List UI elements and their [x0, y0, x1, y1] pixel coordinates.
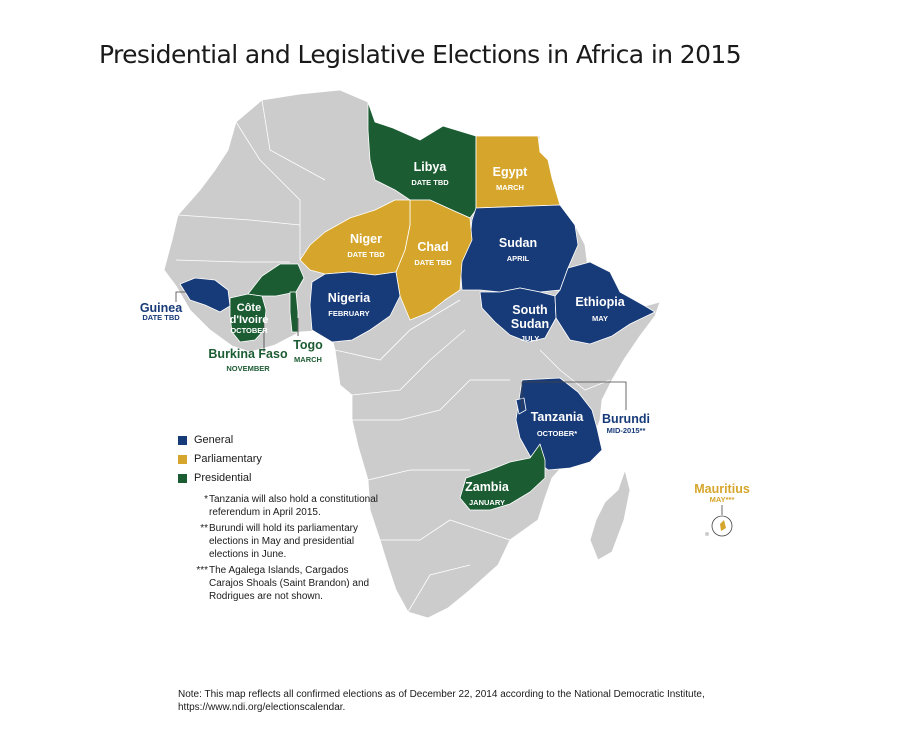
- parliamentary-swatch: [178, 454, 187, 464]
- sudan-date: APRIL: [507, 254, 530, 263]
- burkina-faso-name: Burkina Faso: [208, 347, 288, 361]
- cote-divoire-name-2: d'Ivoire: [230, 314, 269, 326]
- tanzania-name: Tanzania: [531, 410, 585, 424]
- ethiopia-date: MAY: [592, 314, 608, 323]
- ethiopia-name: Ethiopia: [575, 295, 625, 309]
- map-title: Presidential and Legislative Elections i…: [98, 40, 742, 69]
- footnote-tanzania: * Tanzania will also hold a constitution…: [178, 493, 378, 519]
- cote-divoire-name-1: Côte: [237, 302, 261, 314]
- legend-label-general: General: [194, 434, 234, 446]
- zambia-name: Zambia: [465, 480, 510, 494]
- legend-item-general: General: [178, 431, 262, 449]
- nigeria-name: Nigeria: [328, 291, 371, 305]
- general-swatch: [178, 435, 187, 445]
- burundi-date: MID-2015**: [607, 426, 646, 435]
- burundi-name: Burundi: [602, 412, 650, 426]
- footnote-text: The Agalega Islands, Cargados Carajos Sh…: [209, 565, 370, 602]
- niger-date: DATE TBD: [347, 250, 385, 259]
- libya-name: Libya: [414, 160, 448, 174]
- country-ethiopia[interactable]: [554, 261, 656, 345]
- togo-date: MARCH: [294, 355, 322, 364]
- burkina-faso-date: NOVEMBER: [226, 364, 270, 373]
- south-sudan-name-1: South: [512, 303, 547, 317]
- libya-date: DATE TBD: [411, 178, 449, 187]
- nigeria-date: FEBRUARY: [328, 309, 369, 318]
- legend-item-presidential: Presidential: [178, 469, 262, 487]
- country-mauritius[interactable]: [720, 520, 726, 531]
- footnote-mauritius: *** The Agalega Islands, Cargados Carajo…: [178, 564, 378, 603]
- country-burkina-faso[interactable]: [247, 263, 305, 297]
- egypt-date: MARCH: [496, 183, 524, 192]
- country-labels: Libya DATE TBD Egypt MARCH Niger DATE TB…: [140, 160, 750, 507]
- footnote-burundi: ** Burundi will hold its parliamentary e…: [178, 522, 378, 561]
- footnote-text: Burundi will hold its parliamentary elec…: [209, 523, 358, 560]
- presidential-swatch: [178, 473, 187, 483]
- niger-name: Niger: [350, 232, 382, 246]
- mauritius-date: MAY***: [710, 495, 735, 504]
- footnote-text: Tanzania will also hold a constitutional…: [209, 494, 378, 518]
- guinea-name: Guinea: [140, 301, 183, 315]
- legend-item-parliamentary: Parliamentary: [178, 450, 262, 468]
- reunion-island: [705, 532, 709, 536]
- zambia-date: JANUARY: [469, 498, 505, 507]
- footnote-marker: **: [200, 523, 208, 534]
- south-sudan-date: JULY: [521, 334, 539, 343]
- country-burundi[interactable]: [515, 397, 527, 415]
- madagascar-land: [589, 469, 631, 561]
- south-sudan-name-2: Sudan: [511, 317, 549, 331]
- egypt-name: Egypt: [493, 165, 529, 179]
- footnote-marker: *: [204, 494, 208, 505]
- cote-divoire-date: OCTOBER: [230, 326, 268, 335]
- country-south-sudan[interactable]: [479, 287, 557, 343]
- tanzania-date: OCTOBER*: [537, 429, 577, 438]
- sudan-name: Sudan: [499, 236, 537, 250]
- togo-name: Togo: [293, 338, 323, 352]
- country-nigeria[interactable]: [309, 271, 401, 343]
- country-borders: [175, 99, 626, 613]
- legend: General Parliamentary Presidential: [178, 431, 262, 488]
- mauritius-inset-circle: [711, 515, 733, 537]
- mauritius-name: Mauritius: [694, 482, 750, 496]
- source-note: Note: This map reflects all confirmed el…: [178, 689, 705, 713]
- country-togo[interactable]: [289, 291, 299, 333]
- footnotes: * Tanzania will also hold a constitution…: [178, 493, 378, 606]
- leader-lines: [175, 291, 723, 515]
- legend-label-presidential: Presidential: [194, 472, 252, 484]
- footnote-marker: ***: [196, 565, 208, 576]
- chad-date: DATE TBD: [414, 258, 452, 267]
- legend-label-parliamentary: Parliamentary: [194, 453, 262, 465]
- guinea-date: DATE TBD: [142, 313, 180, 322]
- chad-name: Chad: [417, 240, 448, 254]
- country-zambia[interactable]: [459, 443, 546, 511]
